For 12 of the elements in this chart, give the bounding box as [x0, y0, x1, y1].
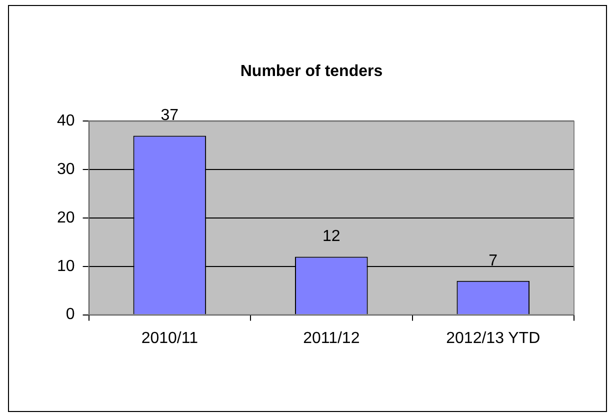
y-tick-label: 20	[57, 209, 75, 226]
chart-title: Number of tenders	[240, 63, 383, 80]
y-tick-label: 30	[57, 161, 75, 178]
data-label: 7	[488, 252, 498, 270]
y-tick-label: 10	[57, 258, 75, 275]
data-label: 37	[160, 107, 179, 124]
y-tick-label: 40	[57, 112, 75, 130]
x-tick-label: 2011/12	[303, 330, 360, 347]
x-tick-label: 2010/11	[141, 330, 198, 347]
y-tick-label: 0	[66, 306, 75, 324]
x-tick-label: 2012/13 YTD	[446, 330, 540, 347]
data-label: 12	[322, 228, 340, 246]
